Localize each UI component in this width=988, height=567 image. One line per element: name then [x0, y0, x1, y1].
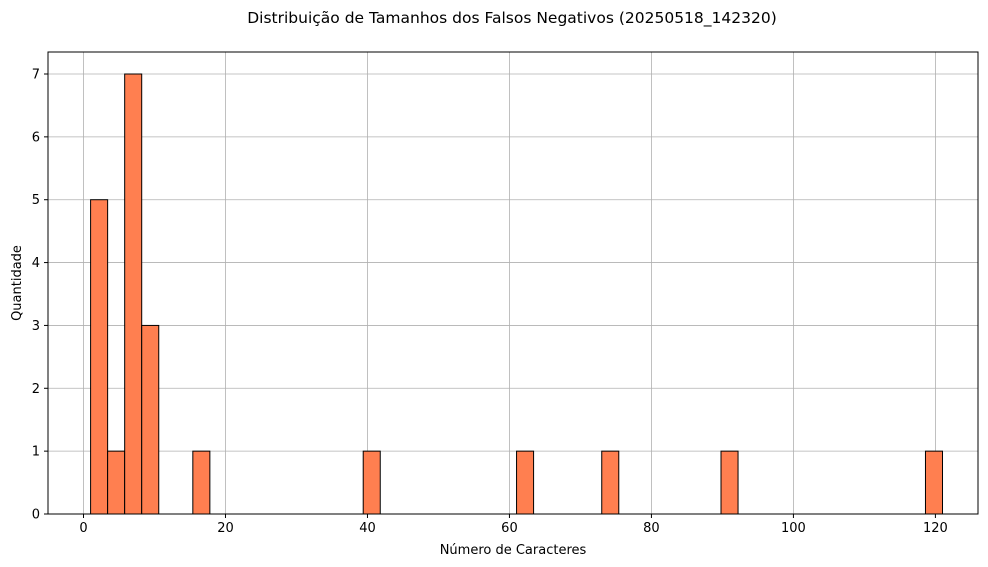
histogram-bars [90, 73, 944, 515]
y-tick-label: 7 [32, 68, 40, 83]
y-tick-label: 3 [32, 319, 40, 334]
x-tick-label: 120 [923, 521, 948, 536]
x-tick-label: 80 [643, 521, 660, 536]
histogram-bar [90, 199, 109, 515]
chart-title: Distribuição de Tamanhos dos Falsos Nega… [247, 9, 777, 28]
y-tick-label: 1 [32, 445, 40, 460]
y-tick-label: 5 [32, 193, 40, 208]
histogram-bar [362, 450, 381, 515]
histogram-bar [601, 450, 620, 515]
plot-area-frame [47, 51, 979, 515]
histogram-bar [107, 450, 126, 515]
x-tick-label: 40 [359, 521, 376, 536]
histogram-bar [516, 450, 535, 515]
axis-ticks: 0 20 40 60 80 100 120 0 1 2 3 4 5 6 7 [32, 68, 948, 537]
y-tick-label: 2 [32, 382, 40, 397]
histogram-bar [192, 450, 211, 515]
x-tick-label: 0 [79, 521, 87, 536]
histogram-bar [141, 324, 160, 515]
x-tick-label: 20 [217, 521, 234, 536]
y-axis-label: Quantidade [10, 245, 25, 321]
x-tick-label: 100 [781, 521, 806, 536]
y-tick-label: 6 [32, 130, 40, 145]
x-tick-label: 60 [501, 521, 518, 536]
x-axis-label: Número de Caracteres [440, 543, 587, 558]
histogram-bar [720, 450, 739, 515]
grid-lines [48, 52, 978, 515]
y-tick-label: 0 [32, 508, 40, 523]
y-tick-label: 4 [32, 256, 40, 271]
histogram-bar [924, 450, 944, 515]
histogram-bar [124, 73, 143, 515]
